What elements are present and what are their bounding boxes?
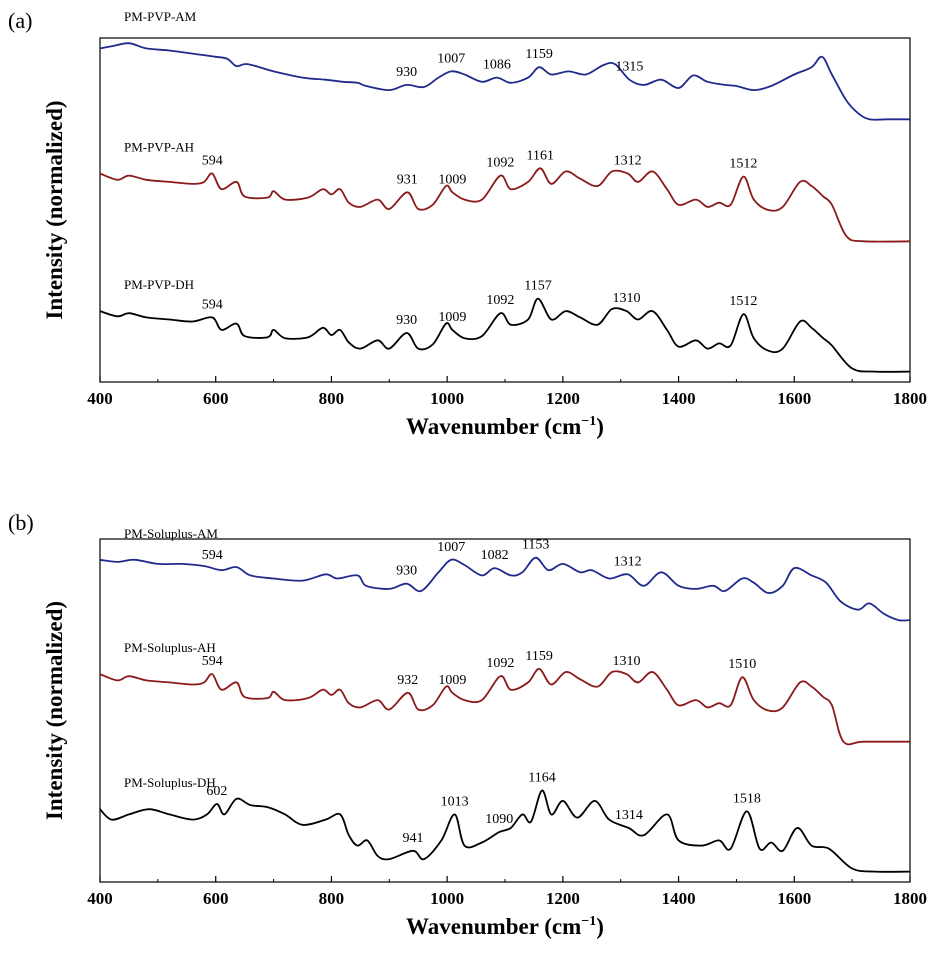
panel-b-peak-label: 1007: [437, 540, 465, 555]
panel-b-series-line-0: [99, 556, 911, 622]
panel-b-x-tick-label: 1000: [430, 889, 464, 908]
panel-a-series-line-2: [99, 297, 911, 373]
panel-b-peak-label: 594: [202, 654, 223, 669]
panel-a-x-tick-label: 800: [319, 389, 345, 408]
panel-a-peak-label: 1161: [527, 148, 554, 163]
panel-b-peak-label: 594: [202, 548, 223, 563]
panel-a-series-name-2: PM-PVP-DH: [124, 277, 194, 292]
panel-a-x-tick-label: 1200: [546, 389, 580, 408]
panel-b-series-name-2: PM-Soluplus-DH: [124, 775, 216, 790]
panel-b-x-tick-label: 1600: [777, 889, 811, 908]
panel-b-peak-label: 1159: [525, 649, 552, 664]
panel-b-peak-label: 1090: [485, 812, 513, 827]
panel-a-peak-label: 1009: [438, 172, 466, 187]
panel-a-peak-label: 1007: [437, 51, 465, 66]
panel-b-series-name-0: PM-Soluplus-AM: [124, 526, 218, 541]
panel-a-x-tick-label: 1800: [893, 389, 927, 408]
panel-b-series-line-1: [99, 668, 911, 746]
panel-b-x-axis-title: Wavenumber (cm−1): [406, 914, 604, 939]
panel-b-peak-label: 1164: [528, 771, 555, 786]
panel-b-peak-label: 941: [403, 831, 424, 846]
panel-a-series-name-0: PM-PVP-AM: [124, 9, 197, 24]
panel-a-peak-label: 1512: [729, 157, 757, 172]
panel-a-x-tick-label: 1600: [777, 389, 811, 408]
panel-b-label: (b): [8, 510, 34, 535]
panel-b-x-tick-label: 800: [319, 889, 345, 908]
panel-b-peak-label: 932: [397, 673, 418, 688]
panel-b-peak-label: 1510: [728, 657, 756, 672]
panel-b-peak-label: 1153: [522, 538, 549, 553]
panel-a-series-name-1: PM-PVP-AH: [124, 140, 194, 155]
panel-a-peak-label: 594: [202, 154, 223, 169]
panel-b-peak-label: 1013: [441, 794, 469, 809]
panel-b-peak-label: 1009: [438, 673, 466, 688]
panel-a-peak-label: 1092: [486, 293, 514, 308]
panel-b-peak-label: 1082: [481, 548, 509, 563]
panel-a-peak-label: 930: [396, 313, 417, 328]
panel-b-x-tick-label: 1800: [893, 889, 927, 908]
panel-a-peak-label: 930: [396, 65, 417, 80]
panel-b-series-name-1: PM-Soluplus-AH: [124, 640, 216, 655]
panel-b-peak-label: 602: [206, 784, 227, 799]
panel-a-peak-label: 1092: [486, 156, 514, 171]
panel-b-peak-label: 1314: [615, 808, 643, 823]
panel-b-x-tick-label: 1200: [546, 889, 580, 908]
panel-a-x-axis-title: Wavenumber (cm−1): [406, 414, 604, 439]
panel-b-series-line-2: [99, 789, 911, 873]
panel-a-peak-label: 594: [202, 297, 223, 312]
panel-b-peak-label: 1310: [613, 654, 641, 669]
panel-a-x-tick-label: 1400: [662, 389, 696, 408]
panel-b-y-axis-title: Intensity (normalized): [42, 601, 67, 820]
panel-a-peak-label: 1310: [613, 291, 641, 306]
panel-b-peak-label: 930: [396, 564, 417, 579]
panel-b-peak-label: 1092: [486, 656, 514, 671]
panel-a-series-line-1: [99, 167, 911, 243]
panel-a-y-axis-title: Intensity (normalized): [42, 100, 67, 319]
panel-b-peak-label: 1518: [733, 791, 761, 806]
panel-a-peak-label: 1315: [615, 60, 643, 75]
panel-a-peak-label: 1009: [438, 310, 466, 325]
panel-b-x-tick-label: 400: [87, 889, 113, 908]
panel-a-peak-label: 1512: [729, 294, 757, 309]
panel-b-x-tick-label: 1400: [662, 889, 696, 908]
panel-a-peak-label: 1086: [483, 58, 511, 73]
panel-b-peak-label: 1312: [614, 554, 642, 569]
panel-a-series-line-0: [99, 42, 910, 121]
panel-a-peak-label: 1312: [614, 154, 642, 169]
panel-a-x-tick-label: 400: [87, 389, 113, 408]
panel-a-peak-label: 1159: [525, 47, 552, 62]
panel-a-peak-label: 1157: [524, 279, 551, 294]
panel-a-label: (a): [8, 8, 32, 33]
panel-a-x-tick-label: 600: [203, 389, 229, 408]
panel-a-peak-label: 931: [397, 172, 418, 187]
panel-a-x-tick-label: 1000: [430, 389, 464, 408]
panel-b-x-tick-label: 600: [203, 889, 229, 908]
